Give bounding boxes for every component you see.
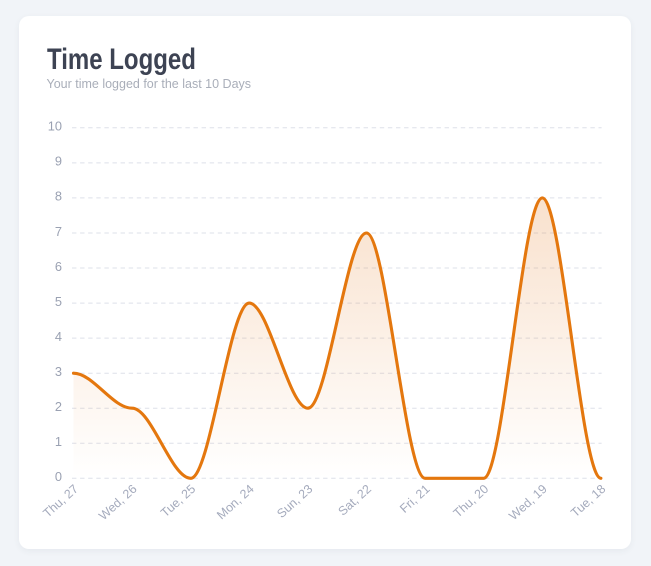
svg-text:Thu, 27: Thu, 27 [40, 482, 81, 521]
svg-text:Tue, 25: Tue, 25 [158, 482, 198, 520]
svg-text:4: 4 [55, 329, 62, 344]
svg-text:9: 9 [55, 154, 62, 169]
svg-text:Fri, 21: Fri, 21 [397, 482, 433, 516]
svg-text:8: 8 [55, 189, 62, 204]
svg-text:1: 1 [55, 434, 62, 449]
svg-text:6: 6 [55, 259, 62, 274]
svg-text:Sat, 22: Sat, 22 [335, 482, 374, 519]
svg-text:7: 7 [55, 224, 62, 239]
svg-text:2: 2 [55, 399, 62, 414]
svg-text:Tue, 18: Tue, 18 [568, 482, 608, 520]
svg-text:Wed, 26: Wed, 26 [96, 482, 140, 523]
svg-text:Wed, 19: Wed, 19 [506, 482, 550, 523]
svg-text:Mon, 24: Mon, 24 [214, 482, 257, 522]
svg-text:5: 5 [55, 294, 62, 309]
svg-text:3: 3 [55, 364, 62, 379]
svg-text:0: 0 [55, 469, 62, 484]
svg-text:10: 10 [48, 119, 62, 134]
svg-text:Thu, 20: Thu, 20 [451, 482, 492, 521]
svg-text:Sun, 23: Sun, 23 [274, 482, 315, 521]
